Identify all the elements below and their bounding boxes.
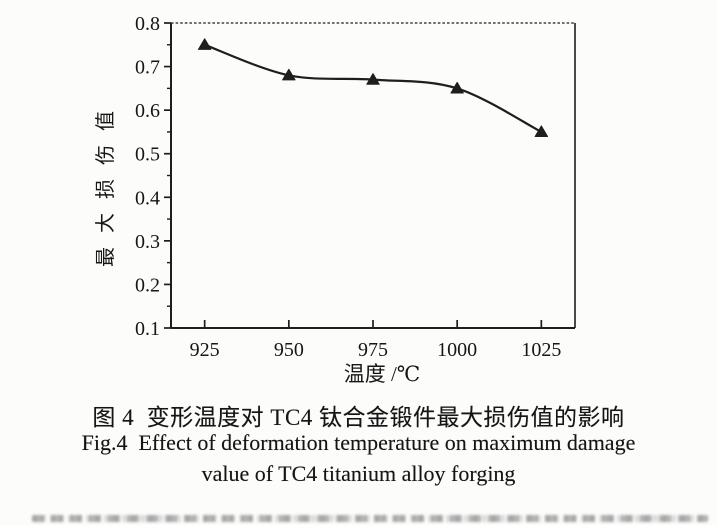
x-axis-title: 温度 /℃ (344, 362, 421, 386)
x-tick-label: 1025 (521, 339, 561, 361)
figure-caption-english-line2: value of TC4 titanium alloy forging (201, 461, 516, 486)
y-tick-label: 0.4 (135, 187, 160, 209)
data-point-marker (534, 125, 549, 138)
x-tick-label: 925 (190, 339, 220, 361)
y-tick-label: 0.5 (135, 144, 160, 166)
y-tick-label: 0.8 (135, 13, 160, 35)
y-axis-title: 最大损伤值 (94, 97, 117, 267)
data-point-marker (366, 73, 380, 85)
y-tick-label: 0.1 (135, 318, 160, 340)
y-tick-label: 0.2 (135, 274, 160, 296)
figure-caption-english-line1: Fig.4 Effect of deformation temperature … (81, 430, 636, 455)
data-point-marker (282, 68, 296, 81)
figure-caption-chinese: 图 4 变形温度对 TC4 钛合金锻件最大损伤值的影响 (92, 405, 625, 430)
y-tick-label: 0.6 (135, 100, 160, 122)
data-point-marker (197, 38, 212, 50)
x-tick-label: 950 (274, 339, 304, 361)
data-curve (203, 43, 543, 133)
cut-off-next-paragraph-ghost (32, 515, 708, 522)
y-tick-label: 0.3 (135, 231, 160, 253)
damage-vs-temperature-line-chart: 0.1 0.2 0.3 0.4 0.5 0.6 0.7 0.8 925 950 975 1000 102… (94, 13, 576, 386)
x-tick-label: 975 (358, 339, 388, 361)
data-point-marker (450, 81, 464, 94)
x-tick-label: 1000 (437, 339, 477, 361)
y-tick-label: 0.7 (135, 57, 160, 79)
